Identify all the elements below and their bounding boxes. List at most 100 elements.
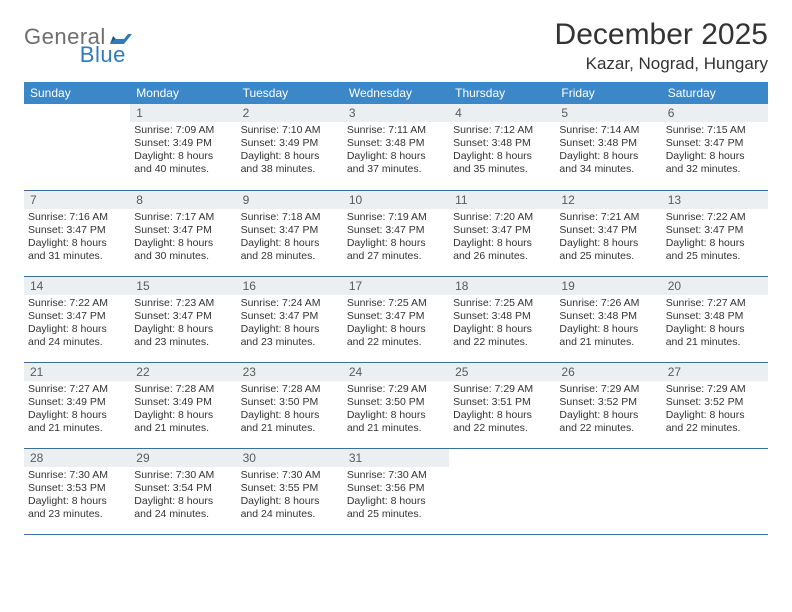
- sunrise-text: Sunrise: 7:28 AM: [134, 383, 232, 396]
- calendar-cell: 5Sunrise: 7:14 AMSunset: 3:48 PMDaylight…: [555, 104, 661, 190]
- sunrise-text: Sunrise: 7:30 AM: [347, 469, 445, 482]
- sunrise-text: Sunrise: 7:22 AM: [666, 211, 764, 224]
- daylight-text: Daylight: 8 hours and 25 minutes.: [666, 237, 764, 263]
- calendar-cell: 16Sunrise: 7:24 AMSunset: 3:47 PMDayligh…: [237, 276, 343, 362]
- calendar-cell: 12Sunrise: 7:21 AMSunset: 3:47 PMDayligh…: [555, 190, 661, 276]
- day-number: 21: [24, 363, 130, 381]
- day-number: 24: [343, 363, 449, 381]
- calendar-cell: [555, 448, 661, 534]
- day-details: Sunrise: 7:27 AMSunset: 3:49 PMDaylight:…: [24, 381, 130, 440]
- sunrise-text: Sunrise: 7:11 AM: [347, 124, 445, 137]
- sunrise-text: Sunrise: 7:20 AM: [453, 211, 551, 224]
- calendar-cell: 7Sunrise: 7:16 AMSunset: 3:47 PMDaylight…: [24, 190, 130, 276]
- logo: General Blue: [24, 18, 182, 50]
- sunrise-text: Sunrise: 7:18 AM: [241, 211, 339, 224]
- day-details: Sunrise: 7:09 AMSunset: 3:49 PMDaylight:…: [130, 122, 236, 181]
- day-details: Sunrise: 7:18 AMSunset: 3:47 PMDaylight:…: [237, 209, 343, 268]
- day-number: 28: [24, 449, 130, 467]
- sunrise-text: Sunrise: 7:29 AM: [666, 383, 764, 396]
- day-number: 26: [555, 363, 661, 381]
- daylight-text: Daylight: 8 hours and 34 minutes.: [559, 150, 657, 176]
- sunset-text: Sunset: 3:50 PM: [347, 396, 445, 409]
- sunrise-text: Sunrise: 7:12 AM: [453, 124, 551, 137]
- day-number: 11: [449, 191, 555, 209]
- day-number: 1: [130, 104, 236, 122]
- daylight-text: Daylight: 8 hours and 22 minutes.: [559, 409, 657, 435]
- calendar-cell: 8Sunrise: 7:17 AMSunset: 3:47 PMDaylight…: [130, 190, 236, 276]
- daylight-text: Daylight: 8 hours and 24 minutes.: [134, 495, 232, 521]
- calendar-cell: 11Sunrise: 7:20 AMSunset: 3:47 PMDayligh…: [449, 190, 555, 276]
- calendar-cell: 27Sunrise: 7:29 AMSunset: 3:52 PMDayligh…: [662, 362, 768, 448]
- calendar-cell: [449, 448, 555, 534]
- day-details: Sunrise: 7:22 AMSunset: 3:47 PMDaylight:…: [24, 295, 130, 354]
- daylight-text: Daylight: 8 hours and 21 minutes.: [241, 409, 339, 435]
- calendar-cell: 29Sunrise: 7:30 AMSunset: 3:54 PMDayligh…: [130, 448, 236, 534]
- calendar-cell: 6Sunrise: 7:15 AMSunset: 3:47 PMDaylight…: [662, 104, 768, 190]
- sunset-text: Sunset: 3:56 PM: [347, 482, 445, 495]
- calendar-cell: 25Sunrise: 7:29 AMSunset: 3:51 PMDayligh…: [449, 362, 555, 448]
- calendar-cell: 31Sunrise: 7:30 AMSunset: 3:56 PMDayligh…: [343, 448, 449, 534]
- daylight-text: Daylight: 8 hours and 21 minutes.: [666, 323, 764, 349]
- daylight-text: Daylight: 8 hours and 38 minutes.: [241, 150, 339, 176]
- day-details: Sunrise: 7:29 AMSunset: 3:52 PMDaylight:…: [555, 381, 661, 440]
- weekday-wednesday: Wednesday: [343, 82, 449, 104]
- daylight-text: Daylight: 8 hours and 24 minutes.: [28, 323, 126, 349]
- sunset-text: Sunset: 3:50 PM: [241, 396, 339, 409]
- sunrise-text: Sunrise: 7:27 AM: [28, 383, 126, 396]
- day-number: 23: [237, 363, 343, 381]
- sunrise-text: Sunrise: 7:14 AM: [559, 124, 657, 137]
- day-details: Sunrise: 7:25 AMSunset: 3:47 PMDaylight:…: [343, 295, 449, 354]
- sunrise-text: Sunrise: 7:19 AM: [347, 211, 445, 224]
- day-number: 13: [662, 191, 768, 209]
- weekday-thursday: Thursday: [449, 82, 555, 104]
- sunset-text: Sunset: 3:48 PM: [666, 310, 764, 323]
- weekday-monday: Monday: [130, 82, 236, 104]
- calendar-cell: 23Sunrise: 7:28 AMSunset: 3:50 PMDayligh…: [237, 362, 343, 448]
- day-details: Sunrise: 7:26 AMSunset: 3:48 PMDaylight:…: [555, 295, 661, 354]
- calendar-table: Sunday Monday Tuesday Wednesday Thursday…: [24, 82, 768, 535]
- sunset-text: Sunset: 3:47 PM: [666, 224, 764, 237]
- sunset-text: Sunset: 3:49 PM: [28, 396, 126, 409]
- calendar-cell: 22Sunrise: 7:28 AMSunset: 3:49 PMDayligh…: [130, 362, 236, 448]
- calendar-cell: [662, 448, 768, 534]
- daylight-text: Daylight: 8 hours and 40 minutes.: [134, 150, 232, 176]
- daylight-text: Daylight: 8 hours and 32 minutes.: [666, 150, 764, 176]
- day-number: 19: [555, 277, 661, 295]
- calendar-week: 1Sunrise: 7:09 AMSunset: 3:49 PMDaylight…: [24, 104, 768, 190]
- calendar-cell: 17Sunrise: 7:25 AMSunset: 3:47 PMDayligh…: [343, 276, 449, 362]
- sunrise-text: Sunrise: 7:22 AM: [28, 297, 126, 310]
- daylight-text: Daylight: 8 hours and 22 minutes.: [666, 409, 764, 435]
- calendar-week: 14Sunrise: 7:22 AMSunset: 3:47 PMDayligh…: [24, 276, 768, 362]
- daylight-text: Daylight: 8 hours and 21 minutes.: [347, 409, 445, 435]
- day-details: Sunrise: 7:29 AMSunset: 3:51 PMDaylight:…: [449, 381, 555, 440]
- daylight-text: Daylight: 8 hours and 23 minutes.: [28, 495, 126, 521]
- calendar-cell: 19Sunrise: 7:26 AMSunset: 3:48 PMDayligh…: [555, 276, 661, 362]
- sunset-text: Sunset: 3:47 PM: [28, 224, 126, 237]
- calendar-cell: 13Sunrise: 7:22 AMSunset: 3:47 PMDayligh…: [662, 190, 768, 276]
- day-details: Sunrise: 7:29 AMSunset: 3:52 PMDaylight:…: [662, 381, 768, 440]
- calendar-cell: 10Sunrise: 7:19 AMSunset: 3:47 PMDayligh…: [343, 190, 449, 276]
- sunset-text: Sunset: 3:47 PM: [134, 224, 232, 237]
- sunset-text: Sunset: 3:47 PM: [347, 224, 445, 237]
- sunset-text: Sunset: 3:47 PM: [241, 224, 339, 237]
- day-details: Sunrise: 7:24 AMSunset: 3:47 PMDaylight:…: [237, 295, 343, 354]
- sunset-text: Sunset: 3:47 PM: [559, 224, 657, 237]
- daylight-text: Daylight: 8 hours and 23 minutes.: [134, 323, 232, 349]
- sunset-text: Sunset: 3:48 PM: [453, 310, 551, 323]
- day-details: Sunrise: 7:28 AMSunset: 3:50 PMDaylight:…: [237, 381, 343, 440]
- daylight-text: Daylight: 8 hours and 23 minutes.: [241, 323, 339, 349]
- day-number: 9: [237, 191, 343, 209]
- day-details: Sunrise: 7:30 AMSunset: 3:56 PMDaylight:…: [343, 467, 449, 526]
- sunset-text: Sunset: 3:49 PM: [134, 137, 232, 150]
- day-details: Sunrise: 7:22 AMSunset: 3:47 PMDaylight:…: [662, 209, 768, 268]
- sunset-text: Sunset: 3:47 PM: [666, 137, 764, 150]
- daylight-text: Daylight: 8 hours and 26 minutes.: [453, 237, 551, 263]
- calendar-cell: 2Sunrise: 7:10 AMSunset: 3:49 PMDaylight…: [237, 104, 343, 190]
- day-details: Sunrise: 7:15 AMSunset: 3:47 PMDaylight:…: [662, 122, 768, 181]
- day-details: Sunrise: 7:20 AMSunset: 3:47 PMDaylight:…: [449, 209, 555, 268]
- sunrise-text: Sunrise: 7:30 AM: [28, 469, 126, 482]
- day-details: Sunrise: 7:10 AMSunset: 3:49 PMDaylight:…: [237, 122, 343, 181]
- daylight-text: Daylight: 8 hours and 22 minutes.: [453, 409, 551, 435]
- sunrise-text: Sunrise: 7:15 AM: [666, 124, 764, 137]
- day-details: Sunrise: 7:30 AMSunset: 3:54 PMDaylight:…: [130, 467, 236, 526]
